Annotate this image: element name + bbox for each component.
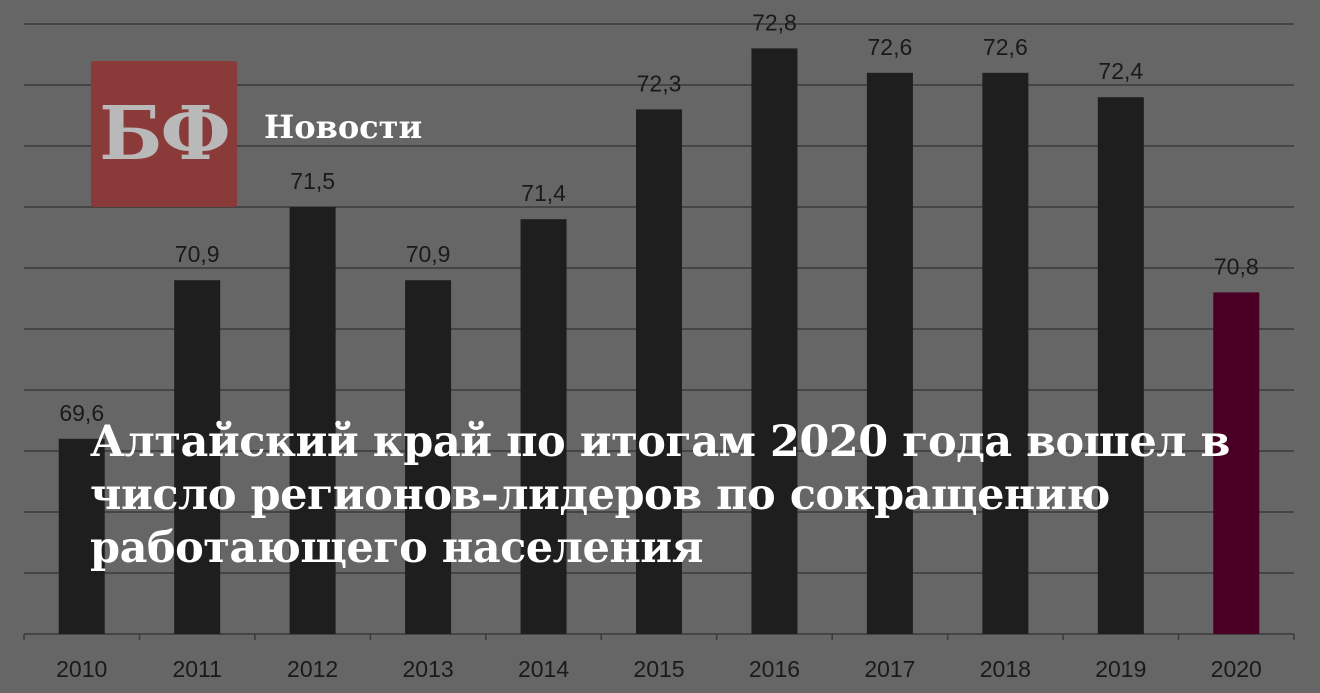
x-tick-label-2019: 2019: [1095, 656, 1146, 682]
bar-2011: [174, 280, 221, 634]
x-tick-label-2014: 2014: [518, 656, 569, 682]
x-tick-label-2018: 2018: [980, 656, 1031, 682]
bar-2020: [1213, 292, 1260, 634]
bar-2016: [751, 48, 798, 634]
section-label: Новости: [264, 108, 423, 146]
bar-2012: [289, 207, 336, 634]
x-tick-label-2010: 2010: [56, 656, 107, 682]
headline: Алтайский край по итогам 2020 года вошел…: [90, 417, 1230, 573]
bar-2015: [636, 109, 682, 634]
data-label-2016: 72,8: [752, 9, 797, 35]
data-label-2018: 72,6: [983, 34, 1028, 60]
bar-2014: [520, 219, 567, 634]
bar-2013: [405, 280, 452, 634]
x-tick-label-2017: 2017: [864, 656, 915, 682]
data-label-2011: 70,9: [175, 241, 220, 267]
x-tick-label-2011: 2011: [172, 656, 221, 682]
x-tick-label-2013: 2013: [403, 656, 454, 682]
bar-2018: [982, 72, 1029, 635]
x-tick-label-2012: 2012: [287, 656, 338, 682]
data-label-2020: 70,8: [1214, 253, 1259, 279]
data-label-2019: 72,4: [1098, 58, 1143, 84]
data-label-2010: 69,6: [59, 400, 104, 426]
data-label-2014: 71,4: [521, 180, 566, 206]
bar-2017: [866, 72, 913, 635]
x-tick-label-2015: 2015: [633, 656, 684, 682]
logo-text: БФ: [99, 91, 230, 177]
bar-2019: [1097, 97, 1144, 634]
logo: БФ: [91, 61, 237, 207]
data-label-2013: 70,9: [406, 241, 451, 267]
bar-2010: [58, 438, 105, 634]
data-label-2017: 72,6: [868, 34, 913, 60]
data-label-2012: 71,5: [290, 168, 335, 194]
x-tick-label-2016: 2016: [749, 656, 800, 682]
x-tick-label-2020: 2020: [1211, 656, 1262, 682]
data-label-2015: 72,3: [637, 70, 682, 96]
